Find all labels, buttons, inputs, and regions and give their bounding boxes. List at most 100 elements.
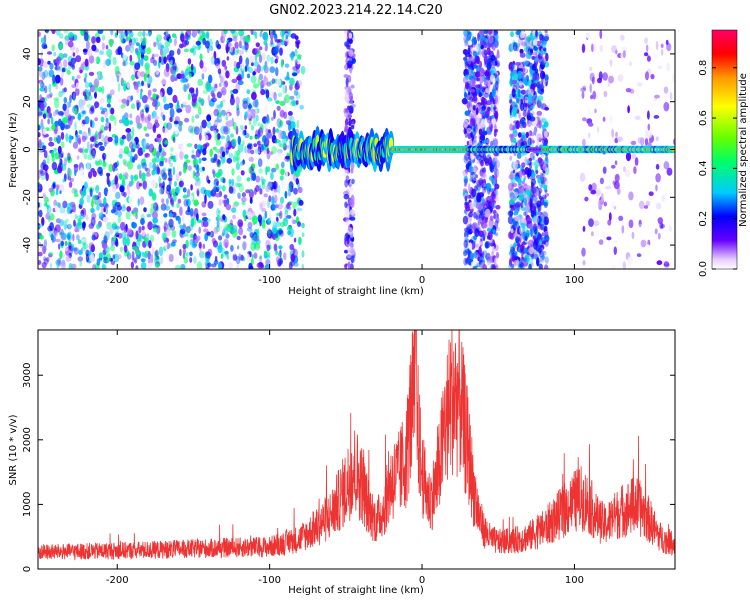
noise-speck bbox=[73, 193, 79, 198]
noise-speck bbox=[516, 152, 522, 159]
noise-speck bbox=[253, 143, 258, 148]
noise-speck bbox=[235, 162, 241, 171]
noise-speck bbox=[129, 54, 133, 62]
noise-speck bbox=[38, 124, 41, 131]
noise-speck bbox=[297, 221, 302, 227]
noise-speck bbox=[475, 114, 480, 124]
noise-speck bbox=[197, 78, 203, 86]
noise-speck bbox=[170, 241, 176, 247]
noise-speck bbox=[81, 190, 85, 199]
noise-speck bbox=[182, 248, 187, 255]
noise-speck bbox=[297, 186, 303, 194]
noise-speck bbox=[588, 218, 594, 228]
noise-speck bbox=[199, 53, 203, 61]
noise-speck bbox=[234, 182, 241, 188]
noise-speck bbox=[267, 97, 273, 102]
noise-speck bbox=[97, 71, 101, 79]
noise-speck bbox=[246, 227, 253, 232]
noise-speck bbox=[114, 175, 118, 185]
noise-speck bbox=[581, 247, 586, 257]
noise-speck bbox=[537, 157, 543, 164]
noise-speck bbox=[189, 48, 195, 53]
noise-speck bbox=[123, 226, 128, 233]
noise-speck bbox=[295, 100, 299, 105]
noise-speck bbox=[350, 168, 354, 174]
noise-speck bbox=[289, 77, 295, 86]
noise-speck bbox=[214, 83, 218, 89]
noise-speck bbox=[68, 244, 72, 250]
noise-speck bbox=[482, 182, 486, 188]
noise-speck bbox=[466, 92, 473, 101]
noise-speck bbox=[466, 101, 471, 109]
noise-speck bbox=[51, 161, 58, 171]
noise-speck bbox=[249, 165, 254, 175]
noise-speck bbox=[110, 260, 116, 266]
noise-speck bbox=[220, 125, 226, 135]
noise-speck bbox=[79, 197, 84, 206]
noise-speck bbox=[350, 161, 355, 170]
noise-speck bbox=[57, 165, 63, 174]
noise-speck bbox=[51, 30, 56, 35]
noise-speck bbox=[266, 132, 272, 139]
noise-speck bbox=[273, 188, 278, 193]
noise-speck bbox=[262, 76, 269, 86]
noise-speck bbox=[515, 201, 522, 208]
noise-speck bbox=[79, 69, 83, 74]
noise-speck bbox=[39, 170, 46, 176]
noise-speck bbox=[518, 192, 524, 202]
noise-speck bbox=[197, 219, 202, 224]
noise-speck bbox=[464, 110, 470, 116]
noise-speck bbox=[123, 119, 130, 127]
colorbar-tick-label: 0.2 bbox=[698, 211, 709, 227]
noise-speck bbox=[232, 224, 238, 234]
noise-speck bbox=[169, 108, 175, 118]
noise-speck bbox=[38, 209, 43, 218]
noise-speck bbox=[265, 128, 269, 138]
noise-speck bbox=[64, 247, 68, 252]
noise-speck bbox=[258, 127, 263, 137]
noise-speck bbox=[476, 159, 480, 164]
noise-speck bbox=[94, 160, 99, 165]
noise-speck bbox=[147, 82, 151, 89]
noise-speck bbox=[145, 107, 149, 113]
noise-speck bbox=[94, 91, 97, 99]
noise-speck bbox=[181, 145, 184, 153]
noise-speck bbox=[257, 128, 261, 139]
noise-speck bbox=[282, 137, 288, 145]
noise-speck bbox=[109, 39, 114, 48]
noise-speck bbox=[222, 125, 229, 133]
noise-speck bbox=[163, 46, 170, 54]
noise-speck bbox=[298, 199, 304, 206]
noise-speck bbox=[251, 91, 257, 101]
noise-speck bbox=[63, 209, 67, 216]
noise-speck bbox=[478, 128, 483, 136]
noise-speck bbox=[462, 215, 468, 225]
noise-speck bbox=[512, 84, 517, 94]
noise-speck bbox=[529, 164, 533, 170]
noise-speck bbox=[236, 48, 240, 54]
noise-speck bbox=[247, 221, 253, 229]
noise-speck bbox=[218, 199, 222, 206]
noise-speck bbox=[217, 262, 223, 269]
noise-speck bbox=[171, 37, 178, 43]
colorbar-tick-label: 0.8 bbox=[698, 60, 709, 76]
noise-speck bbox=[654, 94, 660, 99]
noise-speck bbox=[83, 32, 89, 42]
noise-speck bbox=[40, 118, 44, 128]
noise-speck bbox=[483, 42, 487, 49]
noise-speck bbox=[86, 216, 89, 221]
noise-speck bbox=[350, 241, 354, 249]
noise-speck bbox=[536, 257, 540, 267]
noise-speck bbox=[178, 171, 182, 176]
noise-speck bbox=[265, 89, 270, 99]
noise-speck bbox=[128, 195, 133, 205]
noise-speck bbox=[114, 65, 120, 75]
noise-speck bbox=[70, 57, 77, 64]
noise-speck bbox=[543, 264, 549, 269]
noise-speck bbox=[350, 254, 355, 264]
noise-speck bbox=[246, 253, 250, 262]
noise-speck bbox=[112, 254, 116, 259]
noise-speck bbox=[284, 76, 291, 81]
noise-speck bbox=[226, 157, 233, 164]
noise-speck bbox=[119, 173, 123, 181]
